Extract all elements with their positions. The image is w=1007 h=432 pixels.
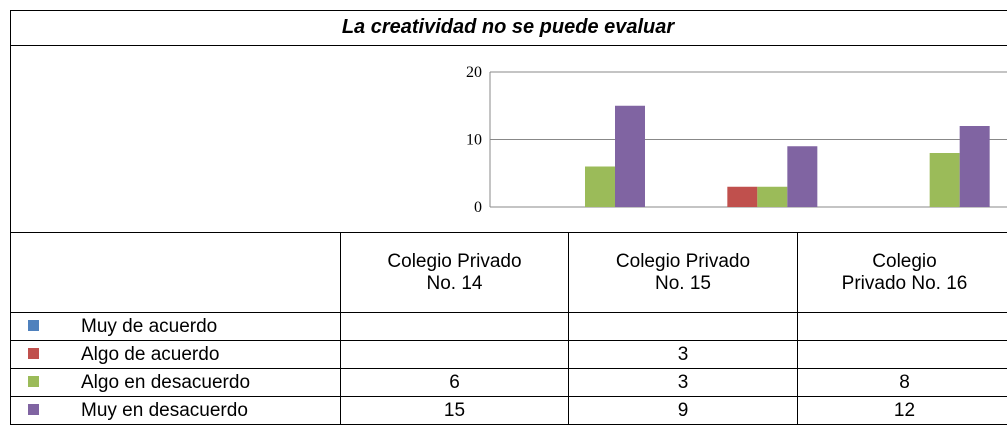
- legend-label: Muy en desacuerdo: [10, 396, 341, 425]
- bar: [585, 166, 615, 207]
- table-value: 12: [797, 396, 1007, 425]
- legend-key: [28, 348, 39, 359]
- bar: [929, 153, 960, 207]
- chart-title: La creatividad no se puede evaluar: [342, 16, 676, 38]
- legend-key: [28, 320, 39, 331]
- category-label: Colegio Privado No. 14: [340, 232, 569, 313]
- table-value: [340, 340, 569, 369]
- bar: [787, 146, 818, 207]
- bar: [959, 126, 990, 207]
- table-value: 3: [568, 340, 798, 369]
- legend-key: [28, 404, 39, 415]
- table-value: [568, 312, 798, 341]
- table-value: [797, 340, 1007, 369]
- bar: [757, 186, 788, 207]
- table-value: 15: [340, 396, 569, 425]
- table-value: [797, 312, 1007, 341]
- table-value: [340, 312, 569, 341]
- legend-label: Algo de acuerdo: [10, 340, 341, 369]
- category-label: Colegio Privado No. 16: [797, 232, 1007, 313]
- legend-key: [28, 376, 39, 387]
- bar: [615, 105, 645, 207]
- y-tick-label: 10: [466, 132, 482, 149]
- bar: [727, 186, 758, 207]
- category-label: Colegio Privado No. 15: [568, 232, 798, 313]
- legend-label: Muy de acuerdo: [10, 312, 341, 341]
- table-value: 3: [568, 368, 798, 397]
- frame: [10, 10, 1007, 233]
- table-value: 8: [797, 368, 1007, 397]
- y-tick-label: 0: [474, 199, 482, 216]
- table-corner: [10, 232, 341, 313]
- y-tick-label: 20: [466, 64, 482, 81]
- table-value: 6: [340, 368, 569, 397]
- legend-label: Algo en desacuerdo: [10, 368, 341, 397]
- table-value: 9: [568, 396, 798, 425]
